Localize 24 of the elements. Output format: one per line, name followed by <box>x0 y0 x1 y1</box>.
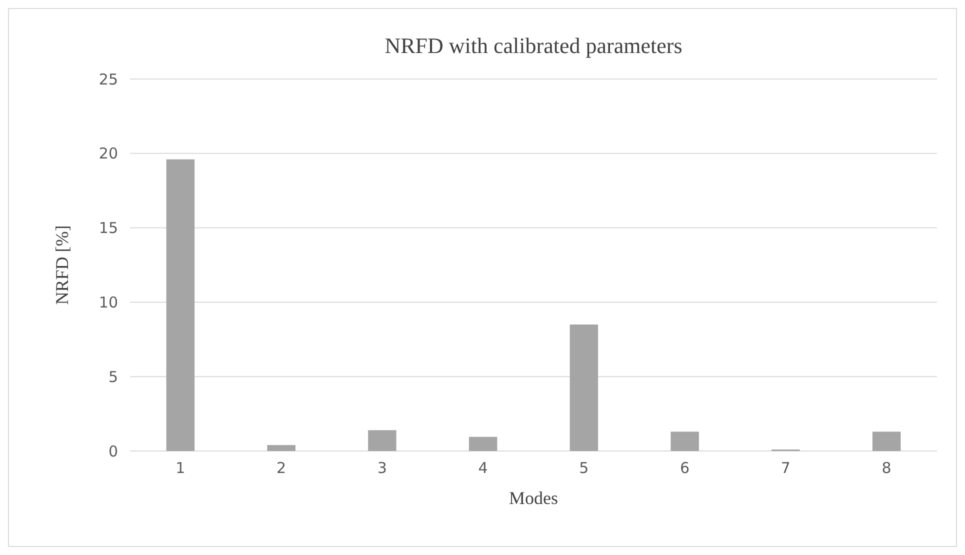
bar <box>267 445 296 451</box>
y-tick-label: 0 <box>108 442 118 460</box>
bar <box>368 430 396 451</box>
bar <box>570 324 598 451</box>
y-axis-title: NRFD [%] <box>52 225 72 305</box>
x-axis-title: Modes <box>509 488 558 508</box>
x-tick-label: 4 <box>478 459 488 477</box>
bar <box>468 436 498 451</box>
bar <box>670 432 699 451</box>
y-tick-label: 15 <box>98 219 118 238</box>
x-tick-label: 3 <box>377 459 387 477</box>
x-tick-label: 7 <box>780 459 790 477</box>
chart-title: NRFD with calibrated parameters <box>384 33 682 58</box>
y-tick-label: 10 <box>98 293 118 312</box>
y-tick-label: 25 <box>98 70 118 88</box>
x-tick-label: 2 <box>276 459 286 477</box>
x-tick-label: 6 <box>680 459 690 477</box>
bar <box>872 432 901 451</box>
x-tick-label: 1 <box>176 459 186 477</box>
bar <box>166 159 195 451</box>
x-tick-label: 5 <box>579 459 589 477</box>
x-tick-label: 8 <box>882 459 892 477</box>
y-tick-label: 20 <box>98 144 118 163</box>
y-tick-label: 5 <box>108 368 118 386</box>
